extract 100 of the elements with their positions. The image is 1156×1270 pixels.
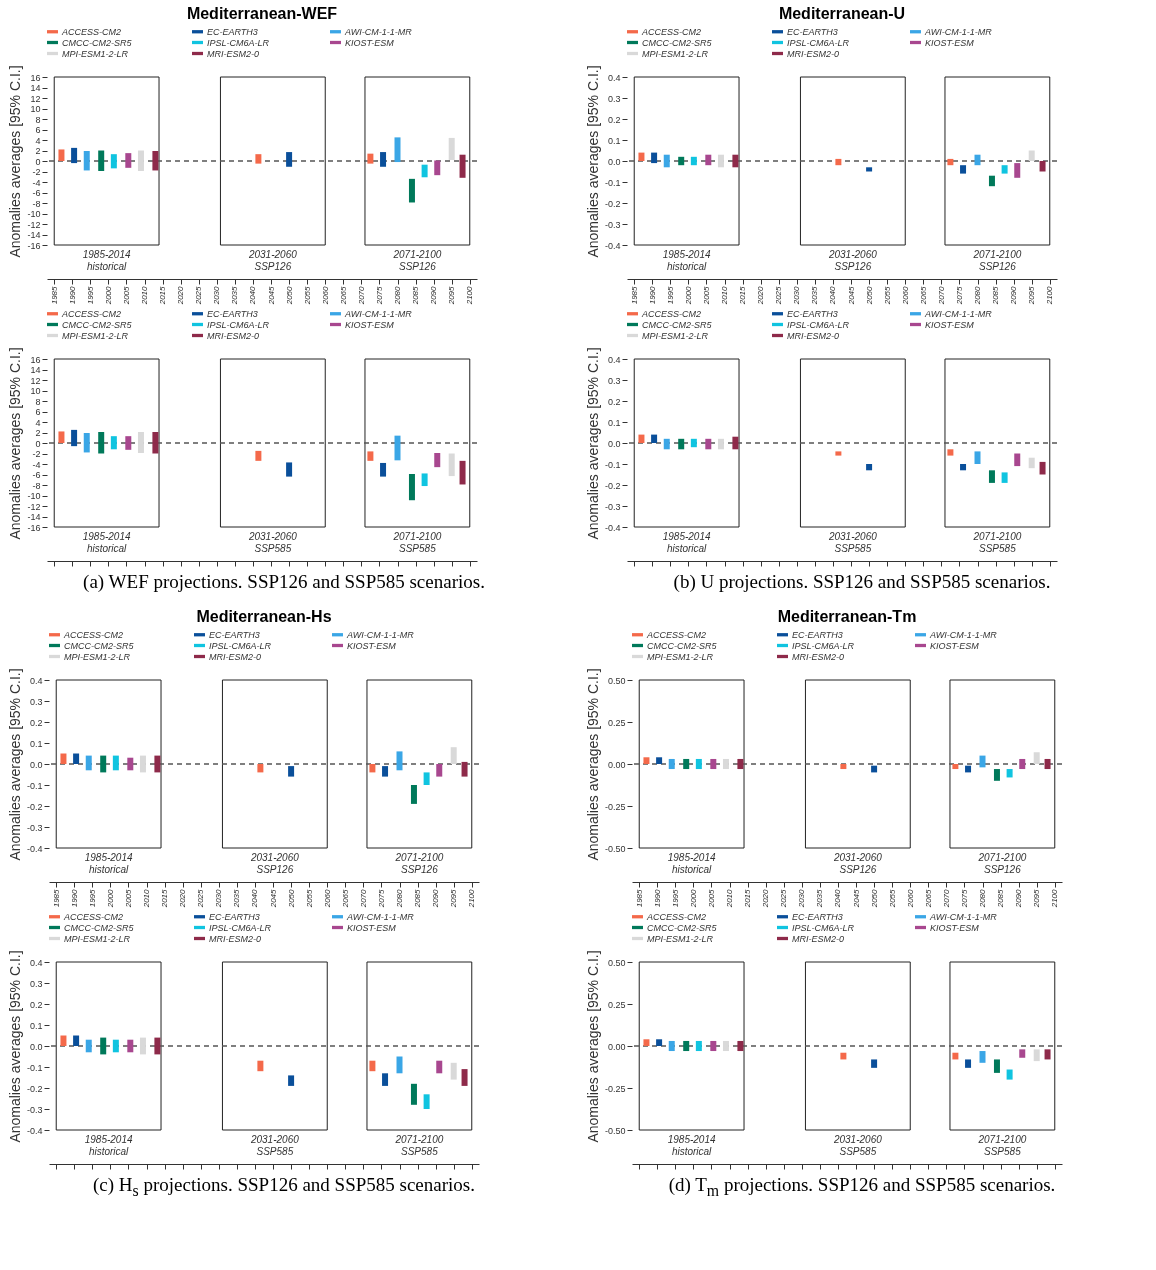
y-tick-label: -0.50 bbox=[604, 843, 626, 854]
x-tick-label: 2050 bbox=[284, 285, 294, 306]
bar bbox=[85, 755, 92, 771]
y-tick-label: -0.1 bbox=[26, 780, 43, 791]
legend-label: AWI-CM-1-1-MR bbox=[344, 26, 413, 37]
y-tick-label: -6 bbox=[32, 188, 41, 198]
legend-label: EC-EARTH3 bbox=[207, 308, 258, 319]
band-label: 2071-2100 SSP585 bbox=[392, 531, 442, 554]
y-axis-title: Anomalies averages [95% C.I.] bbox=[584, 347, 601, 540]
y-tick-label: 6 bbox=[35, 125, 41, 135]
bar bbox=[450, 1062, 457, 1080]
x-tick-label: 1985 bbox=[51, 888, 61, 908]
y-tick-label: -4 bbox=[32, 459, 41, 470]
bar bbox=[436, 764, 443, 777]
legend-label: MPI-ESM1-2-LR bbox=[62, 330, 129, 341]
x-tick-label: 1985 bbox=[629, 285, 639, 305]
legend-label: EC-EARTH3 bbox=[792, 629, 843, 640]
legend-label: ACCESS-CM2 bbox=[63, 911, 124, 922]
bar bbox=[1001, 165, 1008, 174]
y-tick-label: 0.3 bbox=[29, 696, 43, 707]
y-tick-label: 0.2 bbox=[607, 396, 621, 407]
legend-label: MPI-ESM1-2-LR bbox=[642, 330, 709, 341]
bar bbox=[979, 1051, 986, 1063]
legend-label: CMCC-CM2-SR5 bbox=[62, 37, 133, 48]
bar bbox=[288, 1075, 295, 1086]
bar bbox=[965, 1059, 972, 1068]
legend-label: EC-EARTH3 bbox=[209, 629, 260, 640]
band-label: 2031-2060 SSP585 bbox=[832, 1134, 883, 1157]
band-label: 2031-2060 SSP585 bbox=[827, 531, 878, 554]
x-tick-label: 2075 bbox=[376, 888, 386, 909]
legend-label: MPI-ESM1-2-LR bbox=[64, 651, 131, 662]
bar bbox=[450, 747, 457, 764]
band-label: 2071-2100 SSP126 bbox=[977, 852, 1027, 875]
legend-label: ACCESS-CM2 bbox=[63, 629, 124, 640]
bar bbox=[286, 462, 293, 477]
legend-label: CMCC-CM2-SR5 bbox=[642, 319, 713, 330]
legend-label: ACCESS-CM2 bbox=[641, 26, 702, 37]
y-tick-label: 16 bbox=[30, 354, 41, 365]
y-tick-label: 8 bbox=[35, 396, 41, 407]
bar bbox=[638, 152, 645, 161]
x-tick-label: 2020 bbox=[176, 285, 186, 306]
bar bbox=[448, 453, 455, 477]
x-tick-label: 2070 bbox=[358, 888, 368, 909]
chart-title: Mediterranean-Tm bbox=[777, 608, 917, 625]
legend-label: MRI-ESM2-0 bbox=[207, 48, 260, 59]
y-tick-label: -0.2 bbox=[604, 198, 621, 209]
bar bbox=[717, 154, 724, 168]
bar bbox=[58, 431, 65, 443]
x-tick-label: 2025 bbox=[779, 888, 789, 909]
bar bbox=[83, 151, 90, 171]
legend-label: AWI-CM-1-1-MR bbox=[929, 911, 998, 922]
bar bbox=[100, 1037, 107, 1055]
legend-label: AWI-CM-1-1-MR bbox=[344, 308, 413, 319]
y-axis-title: Anomalies averages [95% C.I.] bbox=[584, 65, 601, 258]
y-tick-label: 0.0 bbox=[607, 156, 621, 167]
y-tick-label: 10 bbox=[30, 386, 41, 396]
x-tick-label: 2020 bbox=[178, 888, 188, 909]
legend-label: MRI-ESM2-0 bbox=[209, 651, 262, 662]
legend-label: EC-EARTH3 bbox=[792, 911, 843, 922]
y-tick-label: 2 bbox=[35, 146, 41, 156]
bar bbox=[394, 137, 401, 163]
x-tick-label: 2035 bbox=[810, 285, 820, 306]
bar bbox=[255, 450, 262, 461]
bar bbox=[993, 1059, 1000, 1073]
bar bbox=[423, 772, 430, 785]
y-tick-label: 0.00 bbox=[607, 1041, 626, 1052]
bar bbox=[410, 785, 417, 804]
x-tick-label: 1985 bbox=[49, 285, 59, 305]
legend-label: MPI-ESM1-2-LR bbox=[647, 933, 714, 944]
bar bbox=[1019, 758, 1026, 770]
legend-label: EC-EARTH3 bbox=[787, 308, 838, 319]
y-axis-title: Anomalies averages [95% C.I.] bbox=[6, 668, 23, 861]
x-tick-label: 2010 bbox=[725, 888, 735, 909]
bar bbox=[369, 764, 376, 773]
bar bbox=[98, 431, 105, 454]
y-tick-label: -0.3 bbox=[604, 501, 621, 512]
x-tick-label: 2055 bbox=[882, 285, 892, 306]
y-tick-label: -12 bbox=[27, 219, 41, 230]
y-tick-label: -0.4 bbox=[26, 843, 43, 854]
x-tick-label: 1990 bbox=[69, 888, 79, 908]
y-tick-label: 0 bbox=[35, 438, 41, 449]
legend-label: IPSL-CM6A-LR bbox=[787, 319, 850, 330]
legend-label: AWI-CM-1-1-MR bbox=[346, 911, 415, 922]
bar bbox=[947, 449, 954, 456]
x-tick-label: 1995 bbox=[670, 888, 680, 908]
bar bbox=[974, 451, 981, 464]
y-tick-label: 0.50 bbox=[607, 675, 626, 686]
y-tick-label: -6 bbox=[32, 470, 41, 480]
legend-label: CMCC-CM2-SR5 bbox=[642, 37, 713, 48]
x-tick-label: 2005 bbox=[122, 285, 131, 306]
x-tick-label: 2095 bbox=[1032, 888, 1042, 909]
legend-label: ACCESS-CM2 bbox=[61, 26, 122, 37]
bar bbox=[369, 1060, 376, 1072]
bar bbox=[1044, 758, 1051, 770]
bar bbox=[408, 473, 415, 501]
x-tick-label: 2040 bbox=[833, 888, 843, 909]
legend-label: ACCESS-CM2 bbox=[646, 911, 707, 922]
bar bbox=[112, 755, 119, 771]
x-tick-label: 2095 bbox=[449, 888, 459, 909]
bar bbox=[737, 758, 744, 770]
